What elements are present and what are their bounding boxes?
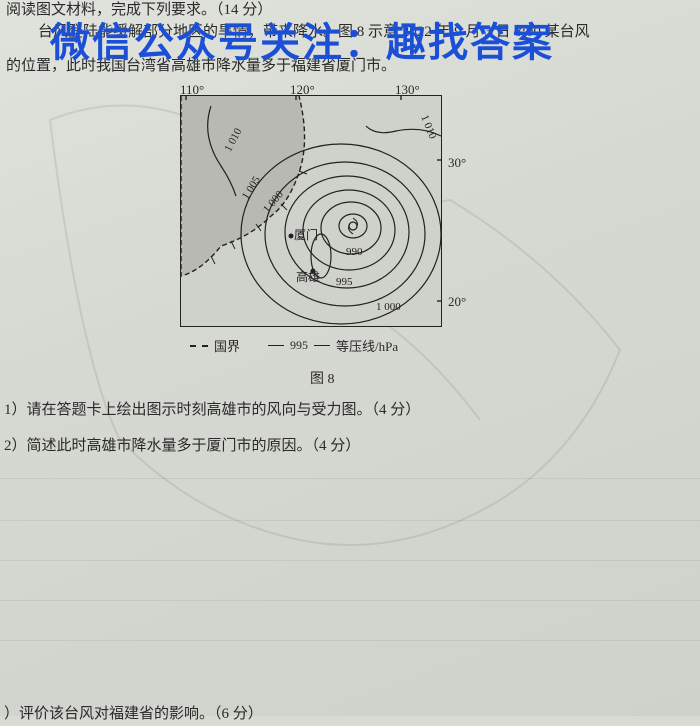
isobar-map: 1 010 1 010 1 005 1 000 995 990 1 000 厦门… xyxy=(180,80,460,360)
figure-caption: 图 8 xyxy=(310,368,335,388)
map-legend: 国界 995 等压线/hPa xyxy=(190,336,398,355)
isobar-1000b: 1 000 xyxy=(376,301,401,313)
question-3: ）评价该台风对福建省的影响。（6 分） xyxy=(4,702,263,726)
isobar-995: 995 xyxy=(336,276,353,288)
legend-isobar-icon xyxy=(268,345,284,346)
legend-border-label: 国界 xyxy=(214,336,240,355)
question-1: 1）请在答题卡上绘出图示时刻高雄市的风向与受力图。（4 分） xyxy=(4,398,420,422)
question-2: 2）简述此时高雄市降水量多于厦门市的原因。（4 分） xyxy=(4,434,360,458)
exam-page: 阅读图文材料，完成下列要求。（14 分） 台风登陆能缓解部分地区的旱情，带来降水… xyxy=(0,0,700,716)
legend-isobar-icon2 xyxy=(314,345,330,346)
isobar-990: 990 xyxy=(346,246,363,258)
watermark-text: 微信公众号关注：趣找答案 xyxy=(50,10,554,68)
legend-border-icon xyxy=(190,345,208,347)
city-gaoxiong: 高雄 xyxy=(296,268,320,285)
city-xiamen: 厦门 xyxy=(294,226,318,243)
legend-isobar-value: 995 xyxy=(290,338,308,353)
legend-isobar-label: 等压线/hPa xyxy=(336,336,398,355)
